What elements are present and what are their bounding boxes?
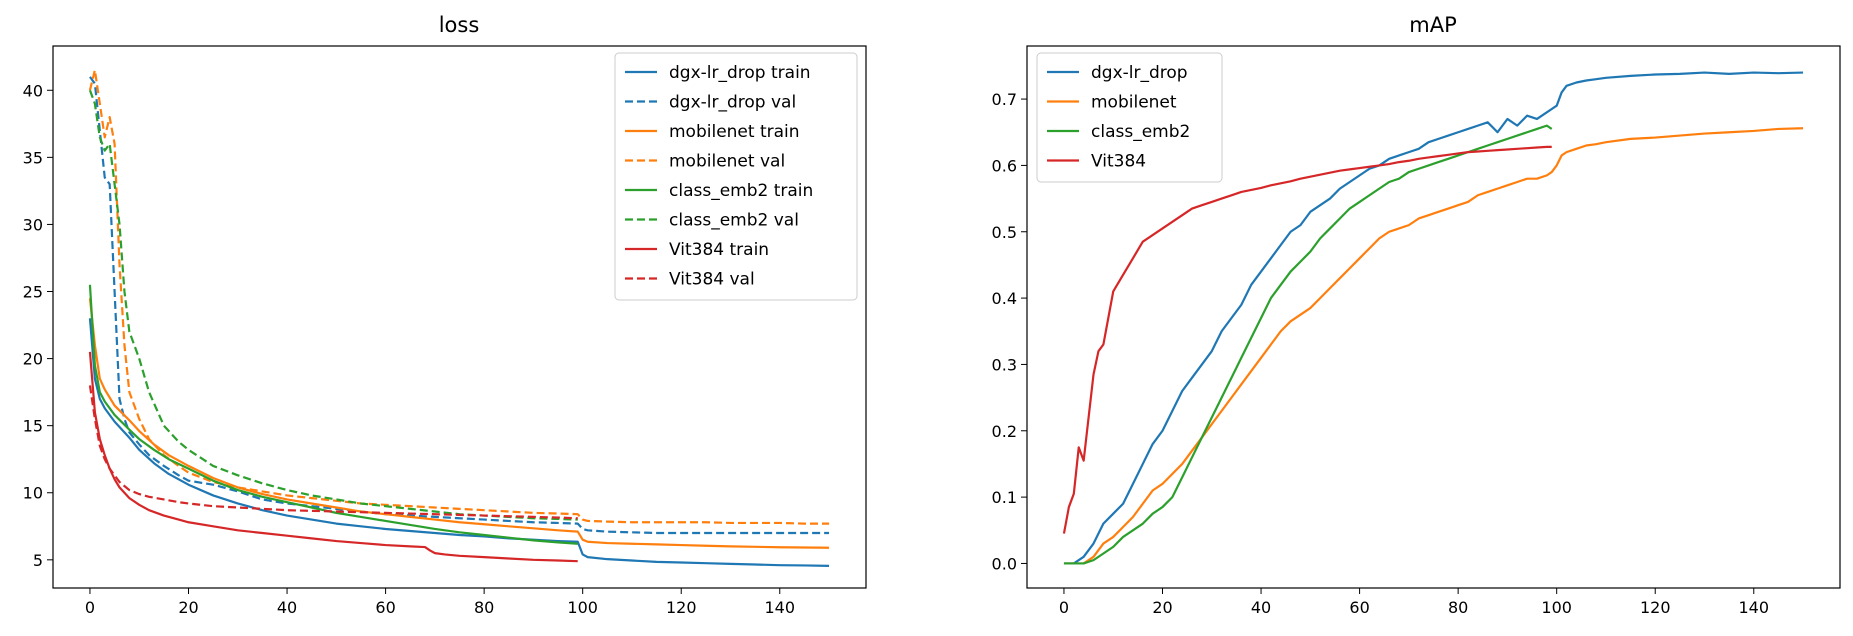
map-x-tick-label-7: 140 xyxy=(1738,598,1769,617)
map-plot-area xyxy=(1062,71,1804,565)
map-y-tick-label-1: 0.1 xyxy=(992,488,1017,507)
loss-x-tick-label-5: 100 xyxy=(567,598,598,617)
loss-series-line-0 xyxy=(88,318,830,567)
loss-legend-label-4: class_emb2 train xyxy=(669,181,813,201)
map-legend: dgx-lr_drop mobilenet class_emb2 Vit384 xyxy=(1036,52,1223,183)
map-legend-label-0: dgx-lr_drop xyxy=(1091,63,1188,83)
map-series-line-3 xyxy=(1062,145,1552,534)
map-series-line-1 xyxy=(1063,127,1804,565)
loss-series-line-7 xyxy=(88,385,578,520)
map-legend-label-2: class_emb2 xyxy=(1091,122,1190,142)
loss-x-tick-label-0: 0 xyxy=(85,598,95,617)
loss-y-tick-label-4: 25 xyxy=(23,283,43,302)
loss-legend-label-5: class_emb2 val xyxy=(669,211,799,231)
loss-x-tick-label-3: 60 xyxy=(375,598,395,617)
loss-axes-frame xyxy=(52,45,867,589)
loss-x-axis: 0 20 40 60 80 100 120 140 xyxy=(85,588,795,617)
map-legend-box xyxy=(1036,52,1223,183)
loss-legend-label-1: dgx-lr_drop val xyxy=(669,93,796,113)
loss-x-tick-label-4: 80 xyxy=(474,598,494,617)
map-chart-title: mAP xyxy=(1409,13,1457,37)
map-y-tick-label-4: 0.4 xyxy=(992,289,1017,308)
map-x-tick-label-6: 120 xyxy=(1640,598,1671,617)
loss-series-line-6 xyxy=(88,351,578,563)
map-y-tick-label-0: 0.0 xyxy=(992,554,1017,573)
map-legend-label-1: mobilenet xyxy=(1091,93,1177,113)
loss-x-tick-label-1: 20 xyxy=(178,598,198,617)
map-x-tick-label-3: 60 xyxy=(1349,598,1369,617)
loss-y-tick-label-5: 30 xyxy=(23,215,43,234)
loss-x-tick-label-7: 140 xyxy=(764,598,795,617)
map-y-axis: 0.0 0.1 0.2 0.3 0.4 0.5 0.6 0.7 xyxy=(992,90,1027,573)
loss-x-tick-label-2: 40 xyxy=(277,598,297,617)
map-x-tick-label-2: 40 xyxy=(1251,598,1271,617)
loss-legend-label-7: Vit384 val xyxy=(669,270,755,290)
map-x-tick-label-1: 20 xyxy=(1152,598,1172,617)
loss-y-tick-label-2: 15 xyxy=(23,417,43,436)
map-axes-frame xyxy=(1026,45,1841,589)
loss-legend-label-6: Vit384 train xyxy=(669,240,769,260)
loss-y-axis: 5 10 15 20 25 30 35 40 xyxy=(23,81,53,570)
loss-legend-label-3: mobilenet val xyxy=(669,152,785,172)
map-series-line-2 xyxy=(1063,124,1553,565)
map-x-tick-label-4: 80 xyxy=(1448,598,1468,617)
loss-y-tick-label-6: 35 xyxy=(23,148,43,167)
map-series-line-0 xyxy=(1063,71,1804,565)
loss-y-tick-label-7: 40 xyxy=(23,81,43,100)
loss-legend-label-0: dgx-lr_drop train xyxy=(669,63,811,83)
map-y-tick-label-6: 0.6 xyxy=(992,156,1017,175)
loss-plot-area xyxy=(88,69,830,567)
loss-legend: dgx-lr_drop train dgx-lr_drop val mobilene… xyxy=(614,52,858,301)
loss-series-line-4 xyxy=(88,284,578,545)
loss-series-line-2 xyxy=(88,298,830,549)
loss-legend-box xyxy=(614,52,858,301)
loss-y-tick-label-3: 20 xyxy=(23,350,43,369)
loss-y-tick-label-1: 10 xyxy=(23,484,43,503)
map-y-tick-label-7: 0.7 xyxy=(992,90,1017,109)
map-y-tick-label-5: 0.5 xyxy=(992,223,1017,242)
loss-y-tick-label-0: 5 xyxy=(33,551,43,570)
map-x-tick-label-0: 0 xyxy=(1059,598,1069,617)
loss-series-line-5 xyxy=(88,89,578,521)
loss-chart-title: loss xyxy=(439,13,480,37)
map-chart: mAP 0 20 40 60 80 100 120 140 0.00.10.20.30.40.… xyxy=(992,13,1841,617)
loss-x-tick-label-6: 120 xyxy=(666,598,697,617)
loss-chart: loss 0 20 40 60 80 100 120 140 510152025303540 … xyxy=(23,13,867,617)
map-x-axis: 0 20 40 60 80 100 120 140 xyxy=(1059,588,1769,617)
map-x-tick-label-5: 100 xyxy=(1541,598,1572,617)
map-y-tick-label-2: 0.2 xyxy=(992,422,1017,441)
loss-legend-label-2: mobilenet train xyxy=(669,122,800,142)
map-legend-label-3: Vit384 xyxy=(1091,152,1146,172)
map-y-tick-label-3: 0.3 xyxy=(992,355,1017,374)
